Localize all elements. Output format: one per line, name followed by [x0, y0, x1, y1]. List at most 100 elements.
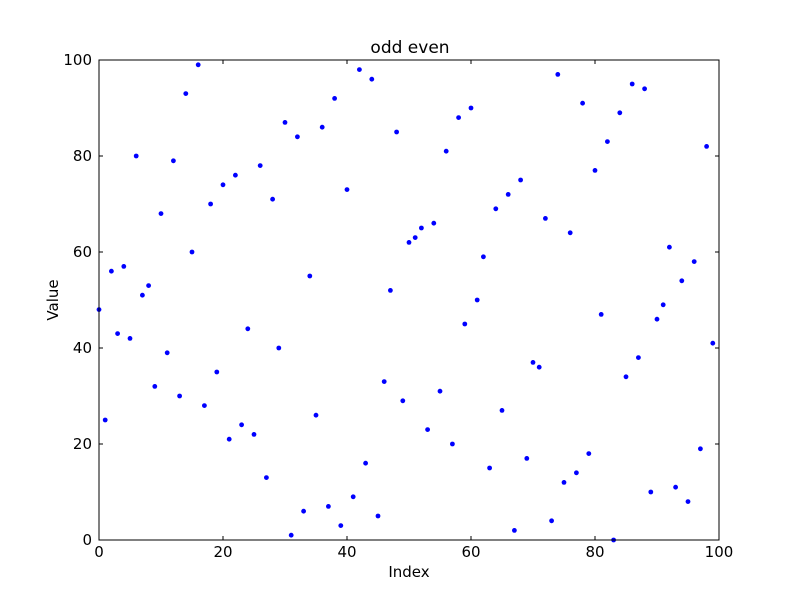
data-point: [369, 76, 375, 82]
y-tick-label: 100: [63, 51, 92, 69]
x-tick-label: 20: [213, 543, 232, 561]
data-point: [226, 436, 232, 442]
data-point: [344, 187, 350, 193]
data-point: [257, 163, 263, 169]
data-point: [567, 230, 573, 236]
data-point: [555, 72, 561, 77]
data-point: [208, 201, 214, 207]
data-point: [214, 369, 220, 375]
data-point: [499, 408, 505, 413]
data-point: [505, 192, 511, 197]
data-point: [102, 417, 108, 423]
data-point: [381, 379, 387, 384]
data-point: [698, 446, 703, 452]
data-point: [549, 518, 554, 524]
data-point: [667, 244, 672, 250]
data-point: [586, 451, 592, 456]
data-point: [642, 86, 647, 92]
x-tick-label: 60: [461, 543, 480, 561]
data-point: [220, 182, 226, 188]
data-point: [543, 216, 548, 221]
data-point: [629, 81, 635, 87]
data-point: [605, 139, 610, 145]
chart-title: odd even: [370, 38, 449, 58]
y-tick-label: 40: [73, 339, 92, 357]
data-point: [474, 297, 480, 303]
data-point: [704, 144, 709, 149]
data-point: [140, 292, 145, 298]
data-point: [146, 283, 152, 288]
data-point: [295, 134, 300, 140]
data-point: [357, 67, 362, 72]
data-point: [487, 465, 492, 471]
data-point: [536, 364, 542, 370]
data-point: [524, 456, 530, 461]
data-point: [326, 504, 331, 509]
data-point: [623, 374, 629, 380]
data-point: [388, 288, 393, 293]
data-point: [332, 96, 337, 101]
x-tick-label: 80: [585, 543, 604, 561]
data-point: [158, 211, 164, 217]
data-point: [598, 312, 604, 317]
data-point: [245, 326, 251, 332]
data-point: [282, 120, 288, 125]
data-point: [251, 432, 257, 437]
data-point: [338, 523, 344, 528]
x-axis-label: Index: [388, 563, 429, 581]
data-point: [189, 249, 195, 255]
data-point: [121, 264, 127, 269]
data-point: [512, 528, 517, 533]
data-point: [313, 412, 319, 418]
data-point: [375, 513, 381, 519]
data-point: [406, 240, 412, 245]
data-point: [660, 302, 666, 308]
x-tick-label: 0: [94, 543, 104, 561]
data-point: [685, 499, 691, 504]
data-point: [350, 494, 356, 500]
data-point: [171, 158, 176, 164]
x-tick-label: 40: [337, 543, 356, 561]
data-point: [264, 475, 269, 480]
data-point: [530, 360, 536, 365]
y-axis-ticks: 0 20 40 60 80 100: [63, 51, 719, 549]
data-point: [580, 100, 585, 106]
data-point: [636, 355, 641, 360]
x-axis-ticks: 0 20 40 60 80 100: [94, 60, 733, 561]
data-point: [462, 321, 468, 327]
data-point: [419, 225, 424, 231]
data-point: [288, 532, 294, 538]
data-point: [109, 268, 114, 274]
data-point: [518, 177, 523, 183]
data-point: [115, 331, 120, 336]
data-point: [202, 403, 207, 408]
y-tick-label: 60: [73, 243, 92, 261]
data-point: [394, 129, 399, 135]
data-point: [468, 105, 474, 111]
data-point: [456, 115, 461, 120]
data-point: [400, 398, 406, 404]
data-point: [691, 259, 697, 264]
data-point: [363, 460, 368, 466]
y-tick-label: 80: [73, 147, 92, 165]
data-point: [481, 254, 486, 260]
data-point: [673, 484, 678, 490]
y-tick-label: 0: [82, 531, 92, 549]
data-point: [592, 168, 598, 173]
data-point: [493, 206, 499, 212]
data-point: [195, 62, 201, 68]
data-point: [443, 148, 449, 154]
data-point: [239, 422, 245, 428]
data-point: [437, 388, 443, 394]
data-point: [133, 153, 139, 159]
data-point: [654, 316, 660, 322]
data-point: [270, 196, 275, 202]
data-point: [412, 235, 418, 241]
data-point: [276, 345, 282, 351]
data-point: [319, 124, 325, 130]
plot-frame: [98, 59, 720, 541]
data-point: [183, 91, 189, 96]
x-tick-label: 100: [705, 543, 734, 561]
data-point: [233, 172, 238, 178]
